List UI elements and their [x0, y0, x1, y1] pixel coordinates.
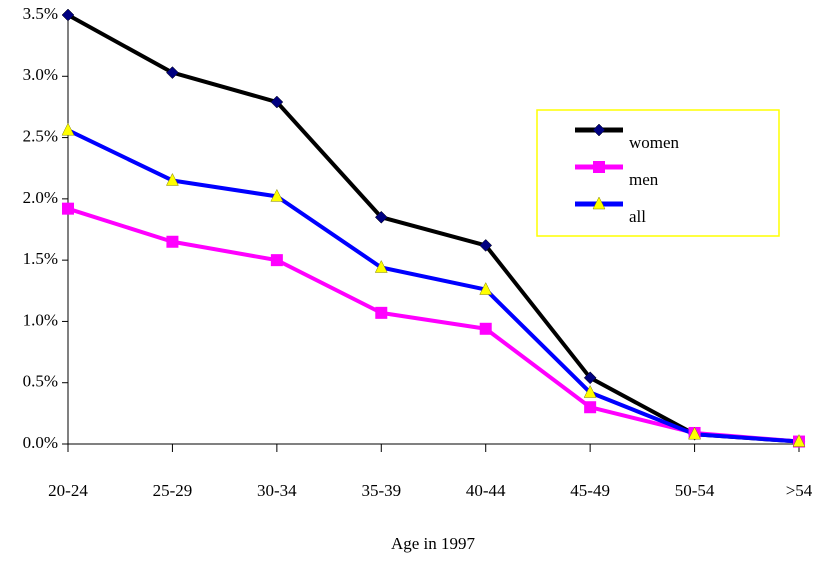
- x-tick-label: 45-49: [570, 481, 610, 500]
- y-tick-label: 2.0%: [23, 188, 58, 207]
- data-point: [270, 254, 283, 267]
- y-tick-label: 0.5%: [23, 372, 58, 391]
- x-tick-label: 40-44: [466, 481, 506, 500]
- legend-label: men: [629, 170, 659, 189]
- x-axis-label: Age in 1997: [391, 534, 476, 553]
- x-tick-label: >54: [786, 481, 813, 500]
- legend-label: women: [629, 133, 680, 152]
- x-tick-label: 50-54: [675, 481, 715, 500]
- x-tick-label: 20-24: [48, 481, 88, 500]
- y-tick-label: 2.5%: [23, 126, 58, 145]
- legend-marker: [592, 123, 606, 137]
- data-point: [584, 401, 597, 414]
- series-line: [67, 13, 800, 444]
- data-point: [688, 426, 701, 440]
- data-point: [166, 172, 179, 186]
- data-point: [62, 202, 74, 215]
- data-point: [583, 371, 597, 385]
- data-point: [270, 188, 284, 202]
- y-tick-label: 0.0%: [23, 433, 58, 452]
- y-tick-label: 1.5%: [23, 249, 58, 268]
- data-point: [374, 210, 388, 224]
- data-point: [61, 8, 75, 22]
- y-tick-label: 1.0%: [23, 310, 58, 329]
- y-tick-label: 3.5%: [23, 4, 58, 23]
- data-point: [374, 259, 388, 273]
- x-tick-label: 30-34: [257, 481, 297, 500]
- data-point: [166, 235, 179, 248]
- x-tick-label: 25-29: [153, 481, 193, 500]
- data-point: [270, 95, 284, 109]
- data-point: [61, 122, 75, 136]
- data-point: [166, 66, 179, 79]
- data-point: [479, 322, 492, 335]
- data-point: [479, 239, 493, 252]
- legend-marker: [593, 161, 605, 173]
- legend-label: all: [629, 207, 646, 226]
- x-tick-label: 35-39: [361, 481, 401, 500]
- data-point: [479, 282, 493, 295]
- data-point: [792, 433, 806, 447]
- data-point: [583, 384, 597, 398]
- legend-marker: [592, 196, 606, 210]
- data-point: [375, 306, 388, 319]
- y-tick-label: 3.0%: [23, 65, 58, 84]
- series-line: [67, 128, 800, 444]
